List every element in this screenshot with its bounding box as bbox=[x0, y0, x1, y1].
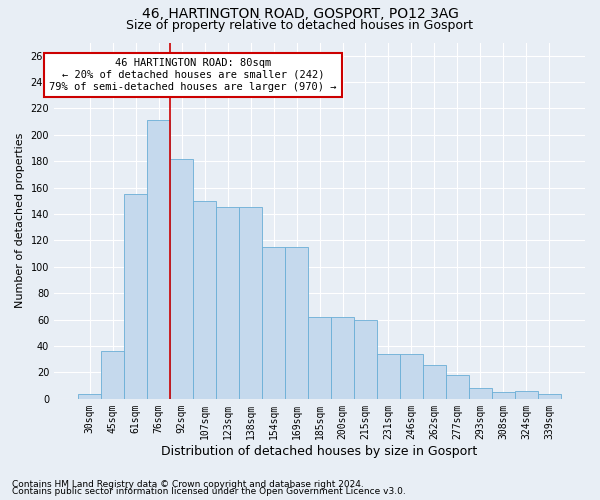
Bar bbox=[78, 394, 101, 399]
Bar bbox=[400, 354, 423, 399]
Bar bbox=[308, 317, 331, 399]
Bar bbox=[124, 194, 147, 399]
Text: Size of property relative to detached houses in Gosport: Size of property relative to detached ho… bbox=[127, 18, 473, 32]
Bar bbox=[285, 247, 308, 399]
Y-axis label: Number of detached properties: Number of detached properties bbox=[15, 133, 25, 308]
Bar bbox=[423, 364, 446, 399]
Bar bbox=[354, 320, 377, 399]
Bar bbox=[446, 375, 469, 399]
Bar bbox=[331, 317, 354, 399]
Text: Contains HM Land Registry data © Crown copyright and database right 2024.: Contains HM Land Registry data © Crown c… bbox=[12, 480, 364, 489]
X-axis label: Distribution of detached houses by size in Gosport: Distribution of detached houses by size … bbox=[161, 444, 478, 458]
Bar bbox=[193, 201, 216, 399]
Bar bbox=[262, 247, 285, 399]
Text: Contains public sector information licensed under the Open Government Licence v3: Contains public sector information licen… bbox=[12, 487, 406, 496]
Text: 46 HARTINGTON ROAD: 80sqm
← 20% of detached houses are smaller (242)
79% of semi: 46 HARTINGTON ROAD: 80sqm ← 20% of detac… bbox=[49, 58, 337, 92]
Bar bbox=[239, 208, 262, 399]
Bar bbox=[216, 208, 239, 399]
Text: 46, HARTINGTON ROAD, GOSPORT, PO12 3AG: 46, HARTINGTON ROAD, GOSPORT, PO12 3AG bbox=[142, 8, 458, 22]
Bar bbox=[492, 392, 515, 399]
Bar bbox=[515, 391, 538, 399]
Bar bbox=[101, 352, 124, 399]
Bar bbox=[469, 388, 492, 399]
Bar bbox=[538, 394, 561, 399]
Bar bbox=[147, 120, 170, 399]
Bar bbox=[170, 158, 193, 399]
Bar bbox=[377, 354, 400, 399]
